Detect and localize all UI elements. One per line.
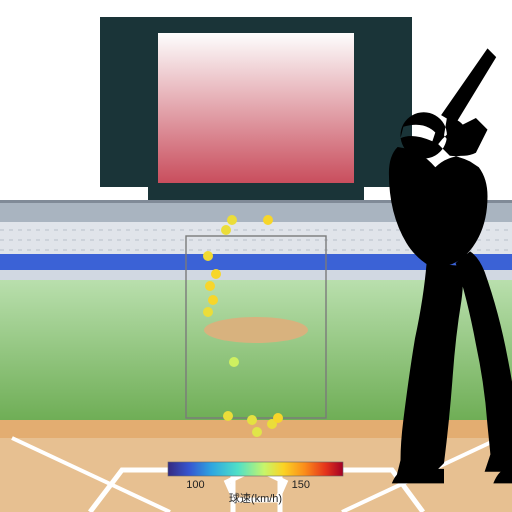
pitch-marker bbox=[205, 281, 215, 291]
pitch-marker bbox=[252, 427, 262, 437]
pitch-marker bbox=[208, 295, 218, 305]
pitchers-mound bbox=[204, 317, 308, 343]
legend-tick: 100 bbox=[186, 479, 204, 491]
pitch-marker bbox=[211, 269, 221, 279]
pitch-marker bbox=[227, 215, 237, 225]
pitch-marker bbox=[273, 413, 283, 423]
pitch-marker bbox=[229, 357, 239, 367]
legend-label: 球速(km/h) bbox=[229, 491, 282, 505]
pitch-marker bbox=[247, 415, 257, 425]
scoreboard-screen bbox=[158, 33, 354, 183]
legend-colorbar bbox=[168, 462, 343, 476]
pitch-marker bbox=[203, 307, 213, 317]
legend-tick: 150 bbox=[292, 479, 310, 491]
pitch-marker bbox=[221, 225, 231, 235]
pitch-marker bbox=[263, 215, 273, 225]
pitch-marker bbox=[203, 251, 213, 261]
pitch-location-chart: 100 150 球速(km/h) bbox=[0, 0, 512, 512]
pitch-marker bbox=[223, 411, 233, 421]
